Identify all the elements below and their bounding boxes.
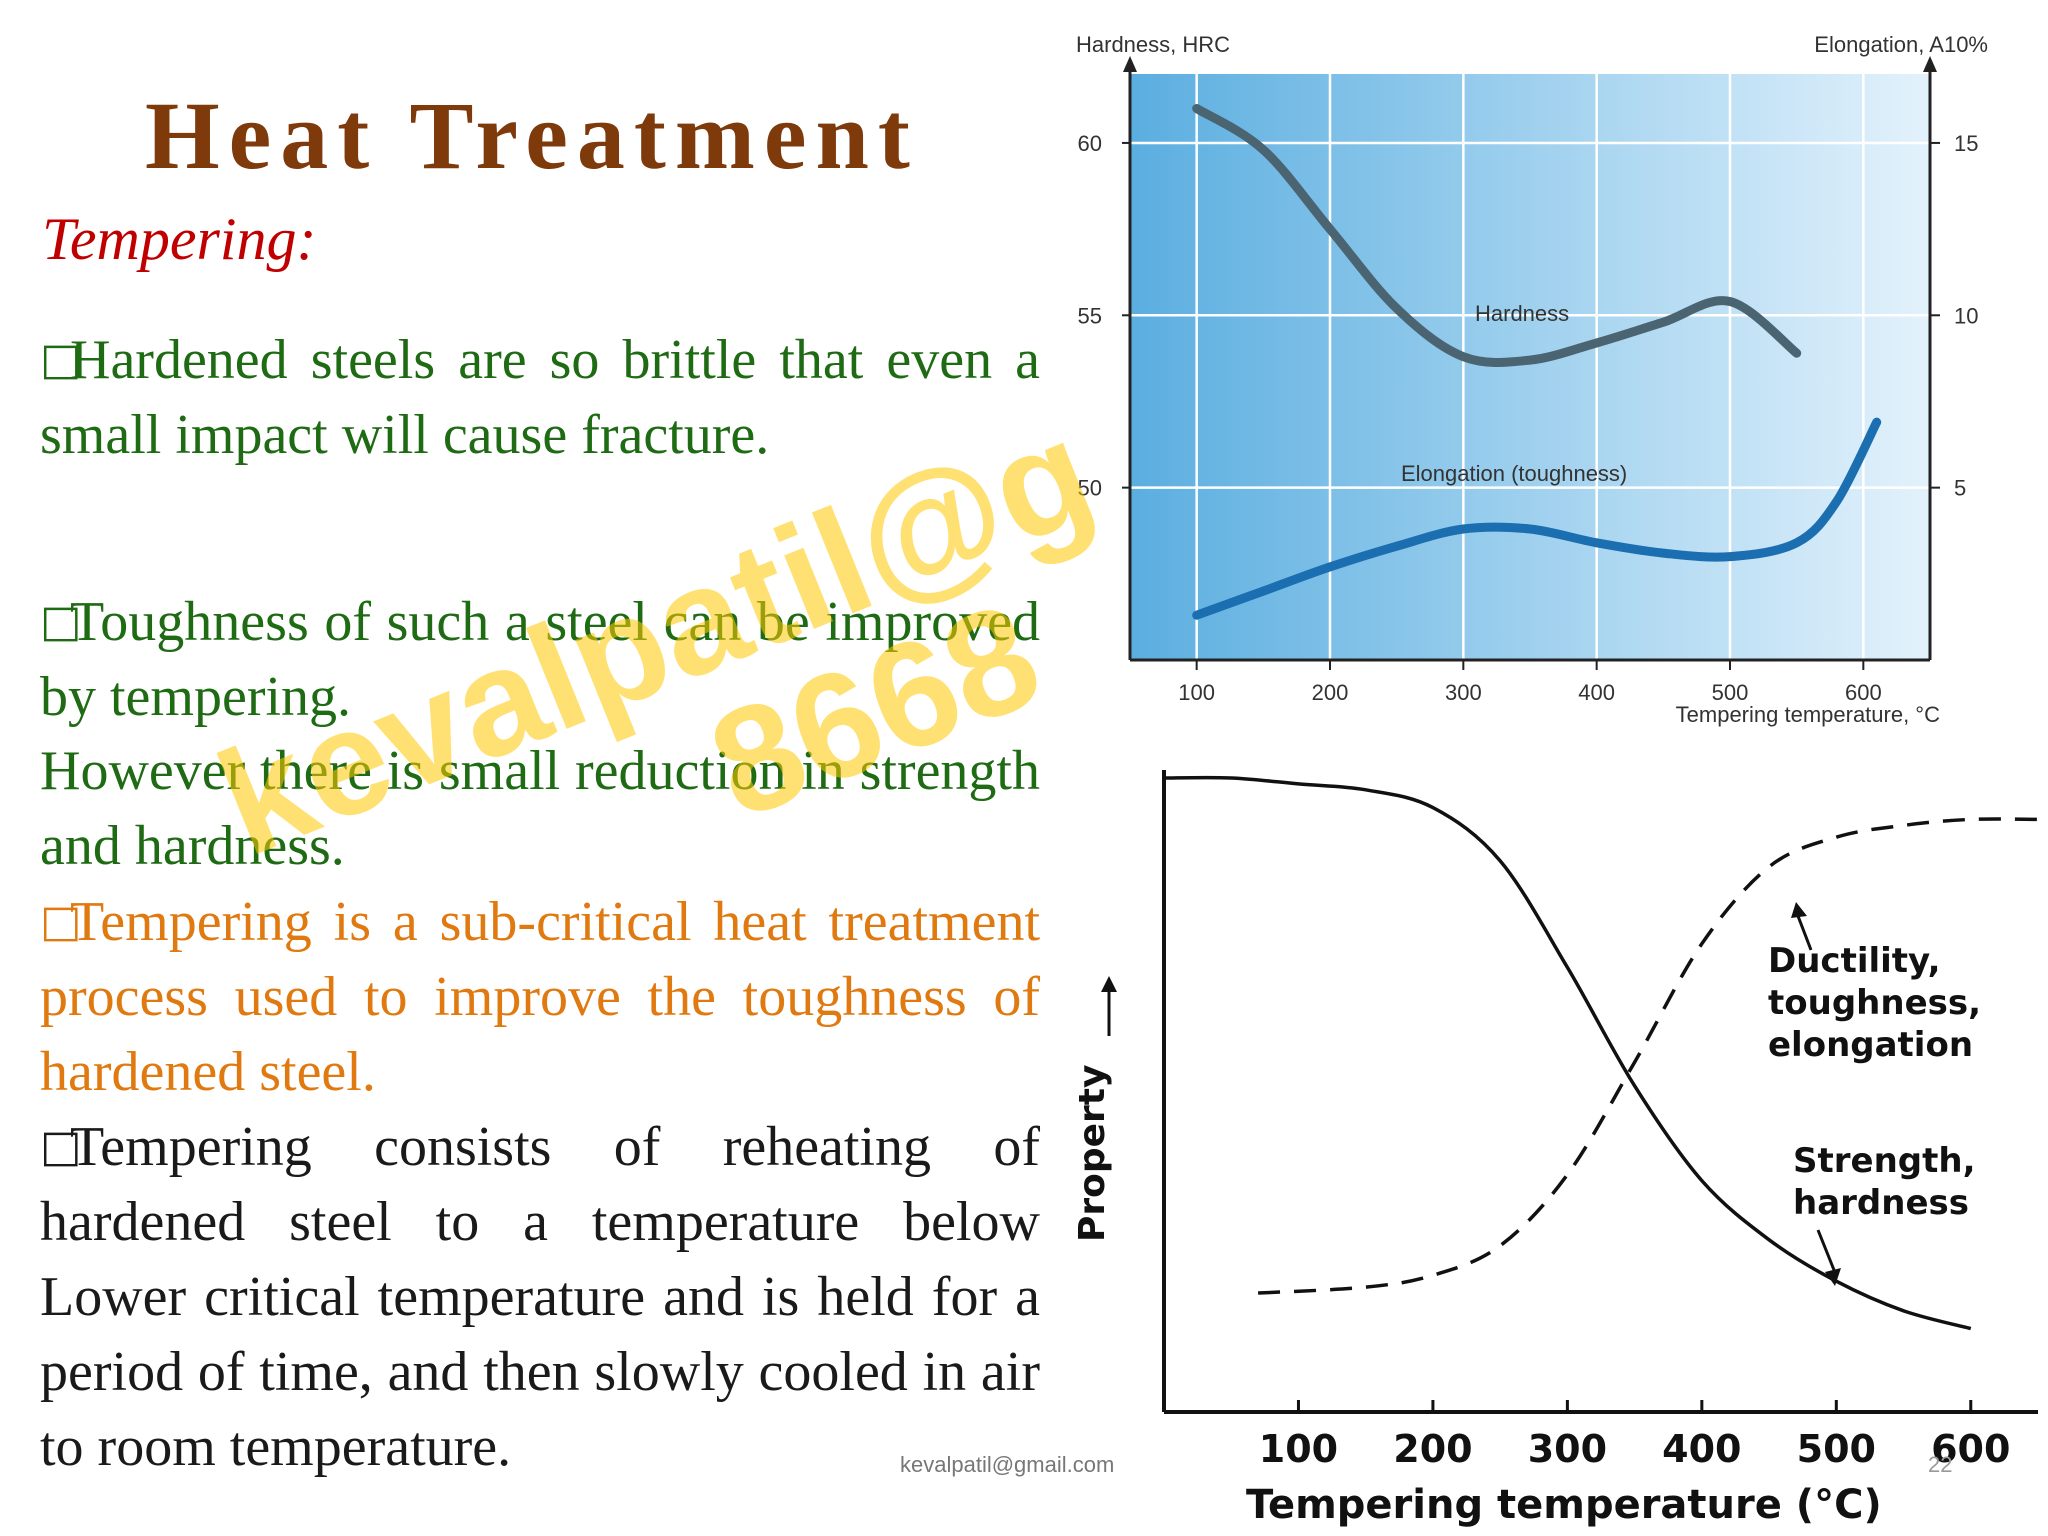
paragraph-text: However there is small reduction in stre… [40,740,1040,877]
y-right-axis-arrow [1923,56,1937,72]
x-tick-label: 200 [1393,1427,1472,1471]
x-tick-label: 400 [1578,680,1615,705]
paragraph-brittle: □Hardened steels are so brittle that eve… [40,322,1040,473]
x-tick-label: 600 [1931,1427,2010,1471]
paragraph-reheating: □Tempering consists of reheating of hard… [40,1109,1040,1485]
x-tick-label: 100 [1178,680,1215,705]
x-tick-label: 500 [1712,680,1749,705]
y-right-tick-label: 15 [1954,131,1978,156]
property-chart: 100 200 300 400 500 600 Property Tempering te… [1072,770,2039,1528]
bullet-icon: □ [40,896,82,947]
series-label-hardness: Hardness [1475,301,1569,326]
y-left-tick-label: 55 [1078,303,1102,328]
y-left-axis-arrow [1123,56,1137,72]
y-axis-title: Property [1072,1065,1113,1243]
x-tick-label: 300 [1445,680,1482,705]
slide-subtitle: Tempering: [42,206,317,272]
y-right-tick-label: 10 [1954,303,1978,328]
bullet-icon: □ [40,1121,82,1172]
x-tick-label: 300 [1528,1427,1607,1471]
hardness-elongation-chart: 100 200 300 400 500 600 50 55 60 5 10 15 Hardness, … [1076,32,1988,727]
right-axis-title: Elongation, A10% [1814,32,1988,57]
paragraph-text: Tempering is a sub-critical heat treatme… [40,891,1040,1103]
footer-email: kevalpatil@gmail.com [900,1452,1115,1477]
pointer-arrow-strength [1816,1229,1841,1286]
elongation-curve [1192,417,1882,620]
paragraph-text: Hardened steels are so brittle that even… [40,329,1040,466]
y-left-tick-label: 60 [1078,131,1102,156]
x-tick-label: 600 [1845,680,1882,705]
page-number: 22 [1928,1452,1953,1477]
plot-area [1130,74,1930,660]
series-label-elongation: Elongation (toughness) [1401,461,1627,486]
bullet-icon: □ [40,596,82,647]
x-axis-title: Tempering temperature, °C [1676,702,1940,727]
y-left-tick-label: 50 [1078,476,1102,501]
paragraph-toughness: □Toughness of such a steel can be improv… [40,584,1040,735]
ductility-toughness-curve [1258,817,2039,1295]
label-ductility-line1: Ductility, [1768,941,1941,981]
paragraph-reduction: However there is small reduction in stre… [40,734,1040,884]
label-strength-line1: Strength, [1793,1141,1975,1181]
bullet-icon: □ [40,334,82,385]
slide-title: Heat Treatment [145,82,919,189]
paragraph-subcritical: □Tempering is a sub-critical heat treatm… [40,884,1040,1110]
y-axis-arrow [1101,976,1117,1036]
label-ductility-line3: elongation [1768,1025,1973,1065]
x-tick-label: 200 [1312,680,1349,705]
label-ductility-line2: toughness, [1768,983,1981,1023]
hardness-curve [1192,104,1802,367]
x-tick-label: 500 [1797,1427,1876,1471]
y-right-tick-label: 5 [1954,476,1966,501]
paragraph-text: Tempering consists of reheating of harde… [40,1116,1040,1478]
x-axis-title: Tempering temperature (°C) [1246,1482,1882,1528]
left-axis-title: Hardness, HRC [1076,32,1230,57]
x-tick-label: 100 [1259,1427,1338,1471]
pointer-arrow-ductility [1791,902,1813,951]
paragraph-text: Toughness of such a steel can be improve… [40,591,1040,728]
x-tick-label: 400 [1662,1427,1741,1471]
label-strength-line2: hardness [1793,1183,1969,1223]
